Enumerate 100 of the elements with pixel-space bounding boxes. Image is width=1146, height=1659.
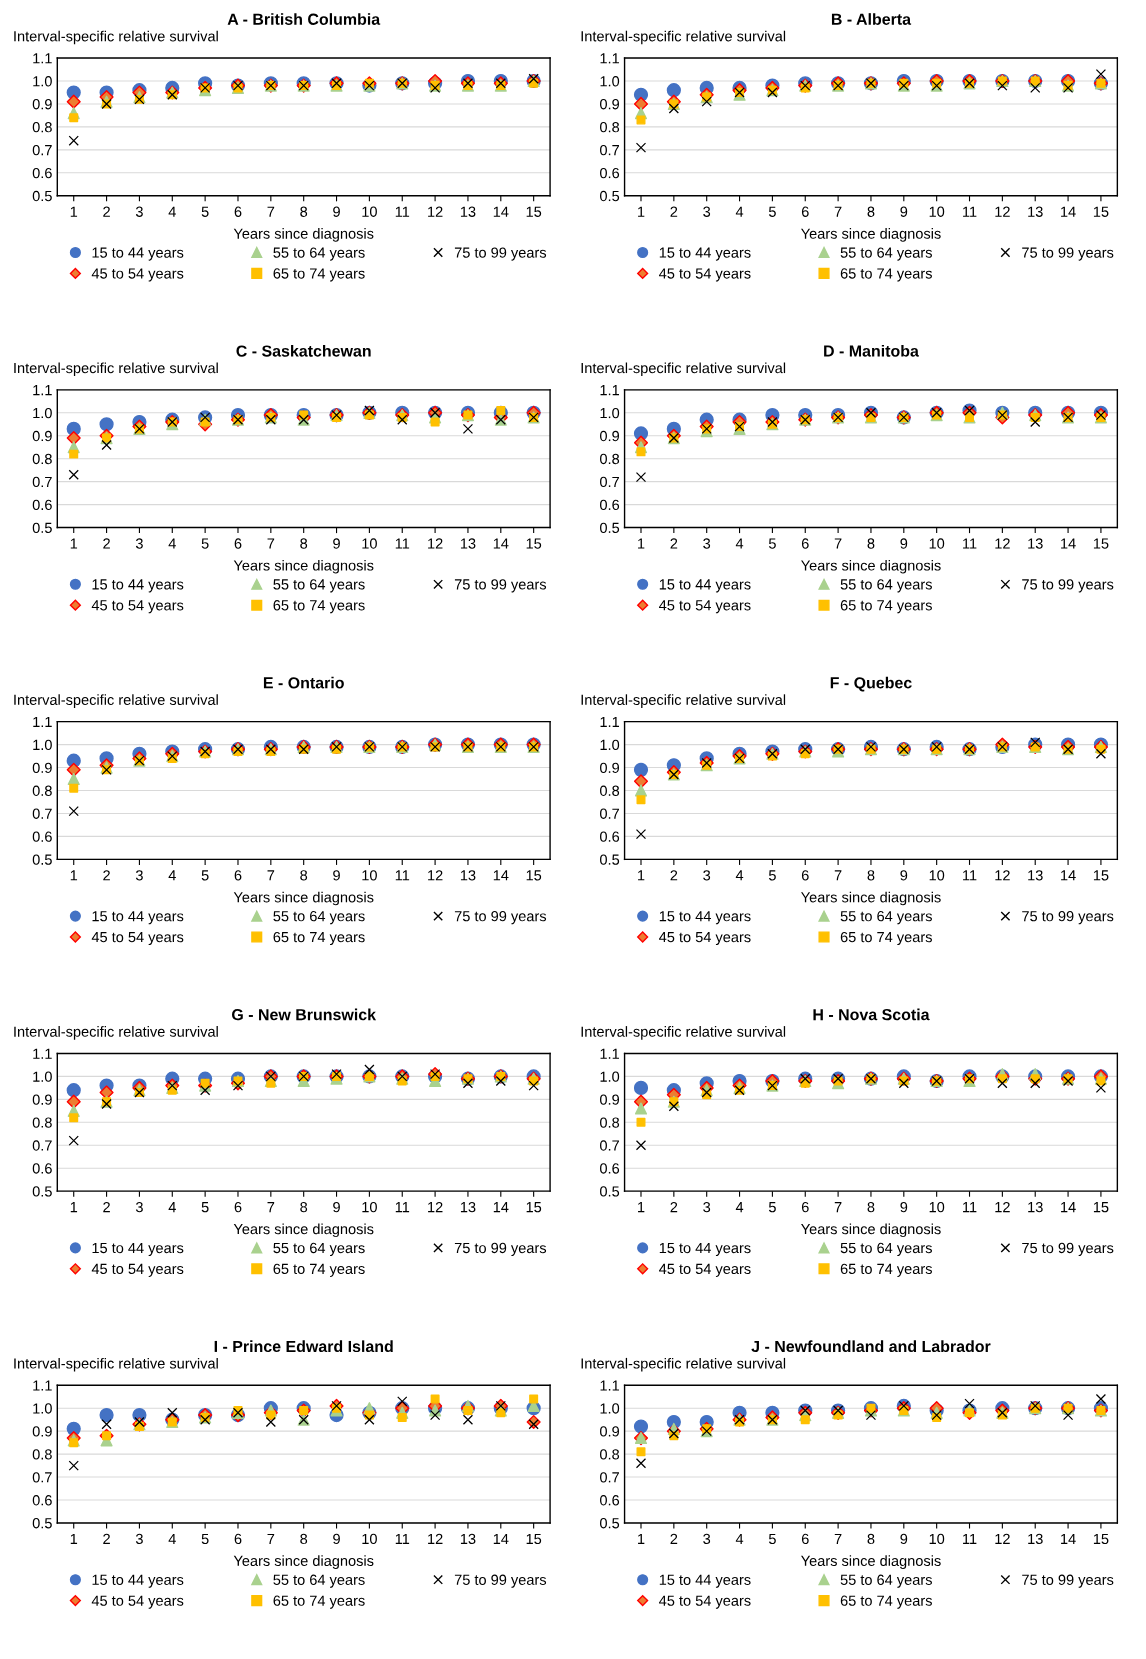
x-tick-label: 5 [768,538,776,549]
x-tick-label: 4 [168,1533,176,1544]
x-tick-label: 5 [201,1202,209,1213]
x-axis-title: Years since diagnosis [233,891,374,906]
y-tick-label: 0.5 [32,854,52,865]
legend-label: 45 to 54 years [91,1595,184,1609]
y-axis-title: Interval-specific relative survival [14,694,218,708]
x-tick-label: 7 [834,538,842,549]
x-tick-label: 9 [900,870,908,881]
legend-label: 55 to 64 years [273,579,365,593]
y-tick-label: 0.9 [32,1426,52,1437]
x-tick-label: 11 [395,1533,410,1544]
y-axis-title: Interval-specific relative survival [14,362,218,377]
y-tick-label: 0.5 [600,1518,620,1529]
x-tick-label: 14 [1061,538,1076,549]
y-tick-label: 0.9 [600,99,620,110]
x-tick-label: 4 [735,206,744,217]
x-tick-label: 7 [267,1533,275,1544]
y-axis-title: Interval-specific relative survival [14,1026,218,1040]
x-tick-label: 1 [638,1533,645,1544]
y-tick-label: 1.0 [600,1071,620,1082]
x-tick-label: 8 [867,206,875,217]
y-axis-title: Interval-specific relative survival [581,30,786,45]
x-axis-title: Years since diagnosis [233,1555,374,1569]
y-tick-label: 0.8 [32,1449,52,1460]
chart-title: J - Newfoundland and Labrador [751,1340,991,1353]
x-tick-label: 15 [526,538,542,549]
x-tick-label: 8 [867,538,875,549]
x-tick-label: 8 [300,1201,308,1213]
legend-label: 55 to 64 years [840,1242,932,1257]
x-tick-label: 10 [362,1533,377,1545]
y-tick-label: 1.1 [600,1380,619,1391]
y-tick-label: 0.8 [32,785,52,796]
y-tick-label: 0.5 [32,1186,52,1197]
x-tick-label: 1 [638,206,645,217]
y-tick-label: 1.0 [600,76,620,87]
x-axis-title: Years since diagnosis [801,559,941,574]
x-tick-label: 1 [638,870,645,881]
x-tick-label: 13 [1028,1533,1043,1545]
x-tick-label: 11 [395,206,410,217]
y-tick-label: 0.7 [32,1472,52,1483]
x-tick-label: 6 [234,1201,242,1213]
x-tick-label: 4 [735,1202,744,1213]
x-tick-label: 5 [201,870,209,881]
chart-title: B - Alberta [831,13,912,25]
x-tick-label: 15 [1093,1202,1109,1213]
y-tick-label: 0.5 [600,1186,620,1197]
x-tick-label: 8 [867,1533,875,1545]
legend-label: 65 to 74 years [273,600,365,614]
x-tick-label: 7 [267,870,275,881]
x-tick-label: 2 [670,1533,678,1544]
x-tick-label: 6 [801,538,809,549]
y-tick-label: 1.1 [600,385,619,396]
x-tick-label: 14 [1061,1533,1076,1544]
x-tick-label: 2 [670,870,678,881]
x-tick-label: 13 [460,206,476,217]
x-axis-title: Years since diagnosis [233,1223,374,1238]
y-tick-label: 0.6 [32,167,52,179]
x-tick-label: 10 [362,870,377,881]
y-tick-label: 0.9 [600,762,620,773]
x-tick-label: 3 [135,870,143,881]
x-tick-label: 12 [428,870,443,881]
x-tick-label: 9 [333,538,340,549]
x-tick-label: 15 [526,1533,542,1545]
x-tick-label: 15 [1093,1533,1109,1545]
legend-label: 45 to 54 years [659,1595,751,1609]
y-tick-label: 0.5 [32,1518,52,1529]
x-tick-label: 13 [1028,206,1043,217]
x-tick-label: 5 [768,870,776,881]
y-tick-label: 1.1 [600,1048,619,1059]
x-tick-label: 7 [834,1202,842,1213]
x-tick-label: 1 [70,538,78,549]
y-tick-label: 0.7 [600,1472,619,1483]
y-tick-label: 1.0 [600,739,620,751]
y-tick-label: 0.8 [600,122,620,133]
legend-label: 65 to 74 years [273,268,365,282]
legend-label: 15 to 44 years [92,1242,184,1257]
y-tick-label: 0.8 [32,453,52,465]
y-tick-label: 1.1 [33,1380,52,1391]
x-tick-label: 11 [395,538,410,549]
y-tick-label: 0.6 [600,831,620,842]
y-tick-label: 0.6 [32,1163,52,1174]
x-tick-label: 5 [201,1533,209,1545]
x-tick-label: 2 [103,538,110,549]
x-tick-label: 1 [638,538,645,549]
legend-label: 55 to 64 years [273,1574,365,1588]
x-tick-label: 11 [963,206,977,217]
y-tick-label: 1.0 [33,407,52,419]
x-tick-label: 11 [963,1533,977,1544]
y-tick-label: 0.5 [600,854,620,865]
y-tick-label: 0.9 [32,1094,52,1105]
x-tick-label: 8 [300,206,308,217]
x-tick-label: 1 [70,1202,78,1213]
x-tick-label: 12 [995,206,1010,217]
x-tick-label: 1 [70,206,78,217]
x-tick-label: 3 [135,538,143,549]
x-tick-label: 1 [638,1202,645,1213]
y-tick-label: 0.8 [600,453,620,465]
y-tick-label: 0.9 [600,1426,620,1437]
x-tick-label: 3 [135,1201,143,1213]
